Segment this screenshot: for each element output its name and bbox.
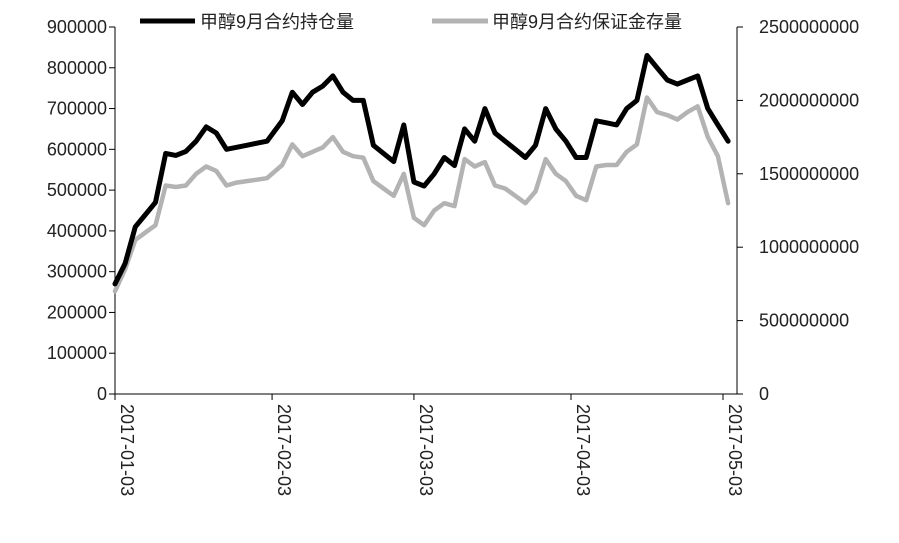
right-tick-label: 0 [759,384,769,404]
legend: 甲醇9月合约持仓量 甲醇9月合约保证金存量 [140,12,682,32]
left-tick-label: 500000 [47,180,107,200]
x-tick-label: 2017-05-03 [725,404,745,496]
right-y-axis: 0 500000000 1000000000 1500000000 2000000000… [737,17,859,404]
plot-area [112,53,731,294]
left-tick-label: 900000 [47,17,107,37]
right-tick-label: 2500000000 [759,17,859,37]
left-tick-label: 0 [97,384,107,404]
left-tick-label: 400000 [47,221,107,241]
left-tick-label: 800000 [47,58,107,78]
series-line-1 [112,53,731,287]
legend-label-series-1: 甲醇9月合约持仓量 [200,12,354,32]
left-tick-label: 700000 [47,99,107,119]
x-tick-label: 2017-01-03 [117,404,137,496]
x-tick-label: 2017-03-03 [416,404,436,496]
right-tick-label: 1000000000 [759,237,859,257]
left-y-axis: 0 100000 200000 300000 400000 500000 600000 700… [47,17,115,404]
series-line-2 [112,95,731,294]
right-tick-label: 1500000000 [759,164,859,184]
left-tick-label: 600000 [47,139,107,159]
right-tick-label: 2000000000 [759,90,859,110]
x-axis: 2017-01-03 2017-02-03 2017-03-03 2017-04-03… [114,394,745,496]
left-tick-label: 200000 [47,302,107,322]
x-tick-label: 2017-02-03 [274,404,294,496]
x-tick-label: 2017-04-03 [573,404,593,496]
left-tick-label: 100000 [47,343,107,363]
right-tick-label: 500000000 [759,311,849,331]
legend-label-series-2: 甲醇9月合约保证金存量 [492,12,682,32]
left-tick-label: 300000 [47,262,107,282]
